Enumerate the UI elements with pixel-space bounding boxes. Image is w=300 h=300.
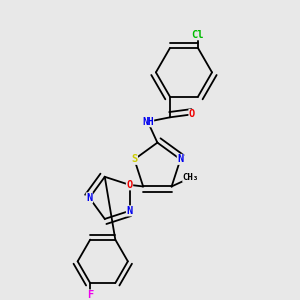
- Text: O: O: [126, 180, 133, 190]
- Text: N: N: [177, 154, 184, 164]
- Text: F: F: [87, 290, 93, 300]
- Text: N: N: [126, 206, 133, 216]
- Text: Cl: Cl: [192, 30, 204, 40]
- Text: NH: NH: [142, 117, 154, 127]
- Text: S: S: [131, 154, 137, 164]
- Text: O: O: [189, 110, 195, 119]
- Text: CH₃: CH₃: [183, 173, 199, 182]
- Text: N: N: [86, 193, 93, 203]
